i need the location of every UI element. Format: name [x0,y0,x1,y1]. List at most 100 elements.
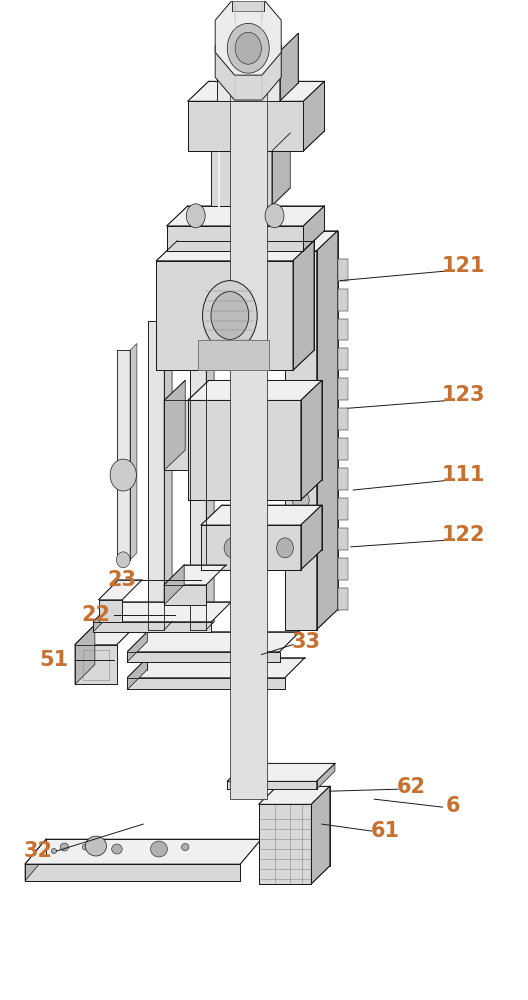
Ellipse shape [224,538,241,558]
Polygon shape [25,839,261,864]
Text: 62: 62 [397,777,426,797]
Polygon shape [337,498,348,520]
Ellipse shape [86,836,107,856]
Polygon shape [93,622,212,632]
Polygon shape [259,786,329,804]
Text: 121: 121 [442,256,485,276]
Polygon shape [93,602,114,632]
Polygon shape [201,505,322,525]
Polygon shape [280,33,298,101]
Polygon shape [25,864,240,881]
Polygon shape [206,313,214,630]
Polygon shape [188,400,301,500]
Polygon shape [312,786,329,884]
Polygon shape [164,313,172,630]
Polygon shape [301,380,322,500]
Polygon shape [188,101,304,151]
Polygon shape [164,565,184,605]
Ellipse shape [277,538,294,558]
Polygon shape [337,289,348,311]
Ellipse shape [110,459,136,491]
Polygon shape [215,0,281,75]
Polygon shape [212,151,272,206]
Polygon shape [127,632,300,652]
Polygon shape [127,658,147,689]
Ellipse shape [293,390,309,410]
Polygon shape [227,781,316,789]
Polygon shape [93,602,231,622]
Polygon shape [164,400,188,470]
Text: 111: 111 [442,465,485,485]
Ellipse shape [293,440,309,460]
Polygon shape [164,585,206,605]
Polygon shape [293,241,314,370]
Polygon shape [337,588,348,610]
Polygon shape [337,378,348,400]
Polygon shape [227,763,335,781]
Ellipse shape [112,844,122,854]
Ellipse shape [203,281,257,350]
Polygon shape [75,625,137,645]
Polygon shape [191,320,206,630]
Text: 32: 32 [24,841,53,861]
Polygon shape [337,438,348,460]
Ellipse shape [293,291,309,311]
Polygon shape [337,408,348,430]
Ellipse shape [265,204,284,228]
Ellipse shape [293,340,309,360]
Text: 51: 51 [40,650,69,670]
Ellipse shape [186,204,205,228]
Ellipse shape [253,438,264,452]
Ellipse shape [82,844,89,850]
Polygon shape [127,652,280,662]
Ellipse shape [182,844,189,851]
Ellipse shape [235,32,261,64]
Polygon shape [259,804,312,884]
Polygon shape [337,348,348,370]
Polygon shape [201,525,301,570]
Polygon shape [272,133,290,206]
Polygon shape [188,380,322,400]
Polygon shape [230,33,267,799]
Text: 61: 61 [370,821,399,841]
Polygon shape [316,231,337,630]
Polygon shape [127,678,285,689]
Ellipse shape [293,490,309,510]
Polygon shape [75,645,117,684]
Ellipse shape [116,552,130,568]
Ellipse shape [227,23,269,73]
Ellipse shape [293,540,309,560]
Polygon shape [164,380,185,470]
Polygon shape [337,319,348,340]
Ellipse shape [150,841,167,857]
Polygon shape [130,343,137,560]
Polygon shape [285,231,337,251]
Polygon shape [188,81,324,101]
Polygon shape [156,261,293,370]
Polygon shape [304,81,324,151]
Polygon shape [337,259,348,281]
Polygon shape [25,839,46,881]
Text: 123: 123 [442,385,485,405]
Polygon shape [127,658,305,678]
Polygon shape [285,251,316,630]
Text: 122: 122 [442,525,485,545]
Polygon shape [316,763,335,789]
Ellipse shape [51,849,56,854]
Polygon shape [167,206,324,226]
Polygon shape [301,505,322,570]
Polygon shape [99,580,142,600]
Polygon shape [232,1,264,11]
Polygon shape [75,625,95,684]
Polygon shape [156,241,314,261]
Polygon shape [304,206,324,251]
Polygon shape [337,468,348,490]
Polygon shape [117,350,130,560]
Text: 22: 22 [81,605,110,625]
Ellipse shape [250,538,267,558]
Polygon shape [99,600,122,622]
Polygon shape [127,632,147,662]
Text: 33: 33 [291,632,320,652]
Polygon shape [216,51,280,101]
Polygon shape [337,558,348,580]
